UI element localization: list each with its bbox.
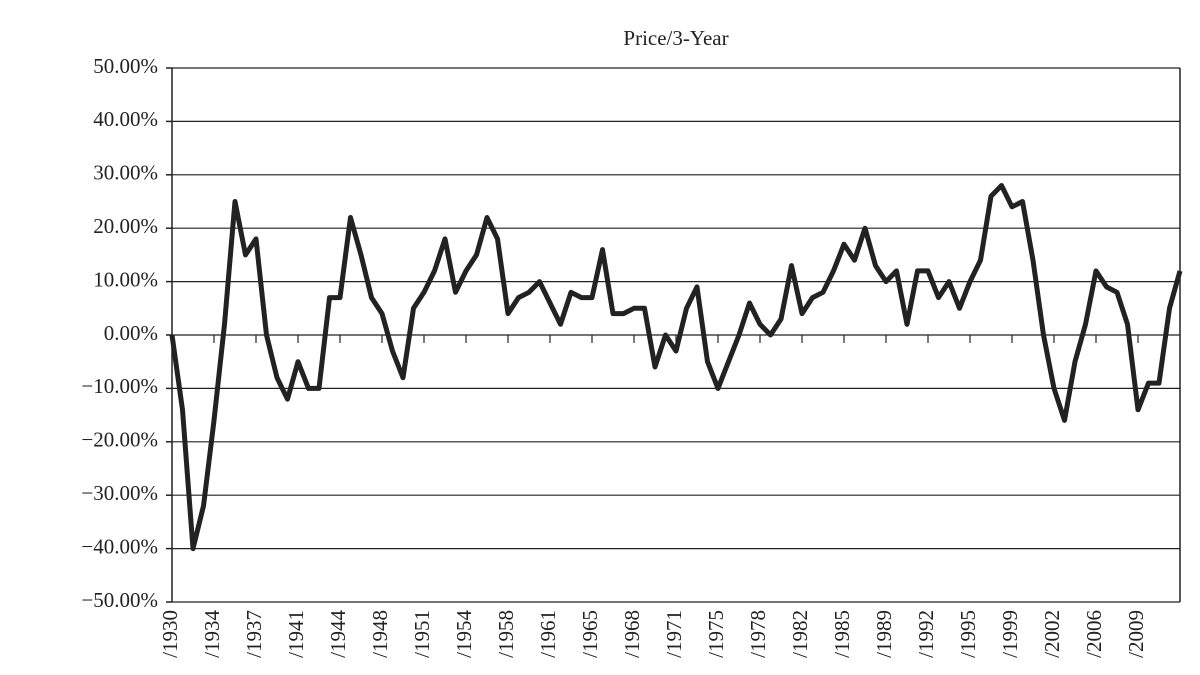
x-tick-label: /1930 — [158, 610, 182, 658]
x-tick-label: /1978 — [746, 610, 770, 658]
chart-title: Price/3-Year — [623, 26, 728, 50]
x-tick-label: /1948 — [368, 610, 392, 658]
x-tick-label: /1992 — [914, 610, 938, 658]
y-tick-label: −20.00% — [81, 428, 158, 452]
x-tick-label: /1934 — [200, 610, 224, 658]
x-tick-label: /1971 — [662, 610, 686, 658]
y-tick-label: −10.00% — [81, 374, 158, 398]
y-tick-label: 30.00% — [93, 161, 158, 185]
x-tick-label: /1968 — [620, 610, 644, 658]
y-tick-label: −40.00% — [81, 534, 158, 558]
y-tick-label: 0.00% — [104, 321, 158, 345]
x-tick-label: /2009 — [1124, 610, 1148, 658]
data-line — [169, 183, 1183, 552]
x-tick-label: /1985 — [830, 610, 854, 658]
x-tick-label: /1995 — [956, 610, 980, 658]
y-tick-label: 10.00% — [93, 267, 158, 291]
x-tick-label: /1951 — [410, 610, 434, 658]
y-tick-label: 20.00% — [93, 214, 158, 238]
x-tick-label: /2002 — [1040, 610, 1064, 658]
x-tick-label: /1999 — [998, 610, 1022, 658]
x-tick-label: /1944 — [326, 610, 350, 658]
x-tick-label: /1937 — [242, 610, 266, 658]
x-tick-label: /1961 — [536, 610, 560, 658]
x-tick-label: /1941 — [284, 610, 308, 658]
y-tick-label: 40.00% — [93, 107, 158, 131]
y-tick-label: 50.00% — [93, 54, 158, 78]
x-tick-label: /1965 — [578, 610, 602, 658]
x-tick-label: /2006 — [1082, 610, 1106, 658]
x-tick-label: /1954 — [452, 610, 476, 658]
x-tick-label: /1989 — [872, 610, 896, 658]
x-tick-label: /1982 — [788, 610, 812, 658]
x-tick-label: /1975 — [704, 610, 728, 658]
y-tick-label: −30.00% — [81, 481, 158, 505]
y-tick-label: −50.00% — [81, 588, 158, 612]
x-tick-label: /1958 — [494, 610, 518, 658]
